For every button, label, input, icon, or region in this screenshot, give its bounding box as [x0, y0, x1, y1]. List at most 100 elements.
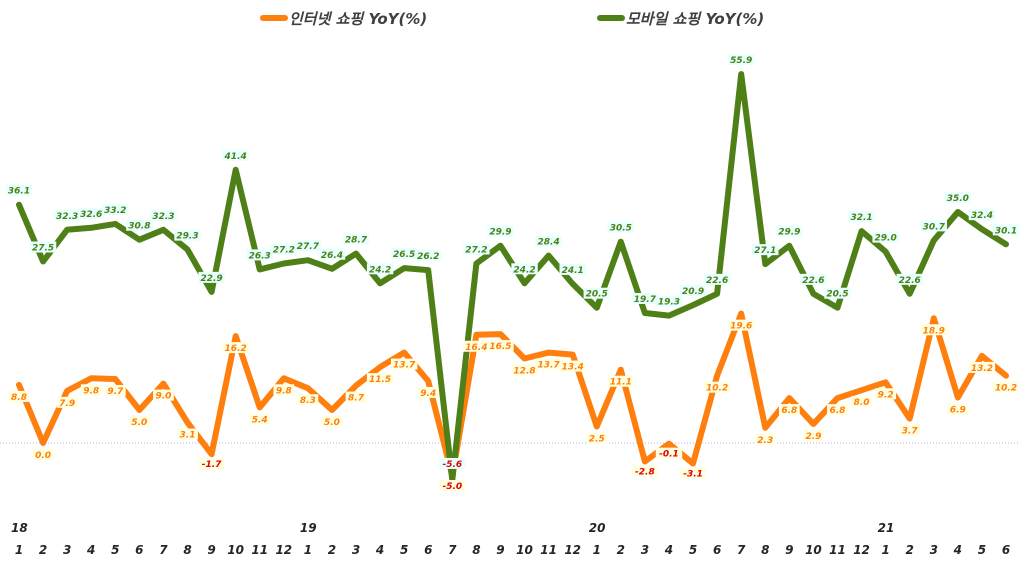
x-tick-label: 6: [1002, 543, 1010, 557]
data-label: 9.7: [107, 387, 124, 397]
data-label: 20.5: [586, 290, 608, 300]
x-year-label: 21: [878, 521, 895, 535]
x-tick-label: 12: [275, 543, 292, 557]
x-axis: 1 2 3 4 5 6 7 8 9 10 11 12 1 2 3 4 5 6 7 8 9 10 11 12 1 2 3 4 5 6 7 8 9 1…: [11, 521, 1010, 557]
data-label: 20.5: [826, 290, 848, 300]
data-label-bg: [875, 388, 897, 400]
data-label-bg: [754, 433, 776, 445]
data-label: 26.3: [249, 251, 271, 261]
data-label: 11.1: [610, 378, 632, 388]
data-label: 26.2: [417, 252, 439, 262]
data-label-bg: [559, 360, 586, 372]
data-label: 18.9: [923, 326, 945, 336]
x-tick-label: 6: [135, 543, 143, 557]
data-label-bg: [222, 342, 249, 354]
x-year-label: 20: [589, 521, 606, 535]
data-label: 9.8: [276, 386, 292, 396]
x-tick-label: 4: [86, 543, 95, 557]
data-label-bg: [415, 250, 442, 262]
x-tick-label: 1: [15, 543, 23, 557]
x-tick-label: 5: [400, 543, 408, 557]
data-label-bg: [417, 386, 439, 398]
data-label-bg: [511, 263, 538, 275]
data-label-bg: [5, 184, 33, 196]
data-label-bg: [104, 384, 126, 396]
x-tick-label: 4: [375, 543, 384, 557]
data-label: 28.7: [345, 236, 368, 246]
x-tick-label: 6: [424, 543, 432, 557]
data-label-bg: [273, 384, 295, 396]
data-label-bg: [463, 340, 490, 352]
data-label-bg: [920, 324, 947, 336]
data-label: 13.4: [562, 363, 584, 373]
data-label: 9.4: [420, 389, 436, 399]
data-label-bg: [128, 416, 150, 427]
legend-entry: 인터넷 쇼핑 YoY(%): [289, 10, 427, 28]
data-label: 22.9: [200, 274, 222, 284]
data-label: 30.7: [923, 222, 946, 232]
data-label: 29.9: [778, 228, 800, 238]
data-label-bg: [776, 225, 803, 237]
data-label-bg: [345, 391, 367, 403]
data-label: 19.6: [730, 322, 752, 332]
x-tick-label: 9: [785, 543, 793, 557]
data-label-bg: [78, 207, 105, 219]
data-label-bg: [318, 248, 346, 260]
data-label: 8.7: [348, 394, 365, 404]
data-label: 9.0: [155, 392, 171, 402]
x-year-label: 18: [11, 521, 28, 535]
data-label-bg: [607, 375, 635, 387]
legend: 인터넷 쇼핑 YoY(%) 모바일 쇼핑 YoY(%): [260, 10, 764, 28]
data-label: 32.3: [56, 212, 78, 222]
data-label-bg: [321, 416, 343, 427]
x-tick-label: 10: [805, 543, 822, 557]
data-label-bg: [366, 263, 394, 275]
series-line: [16, 71, 1009, 483]
x-tick-label: 11: [829, 543, 846, 557]
data-label: 22.6: [802, 276, 824, 286]
data-label: 2.3: [757, 436, 773, 446]
data-label: 2.5: [589, 435, 605, 445]
data-label-bg: [297, 394, 319, 406]
data-label: 8.8: [11, 393, 27, 403]
data-label: 29.9: [489, 228, 511, 238]
data-label: 16.5: [489, 342, 511, 352]
data-label: -5.6: [442, 460, 462, 470]
data-label: 6.9: [950, 405, 966, 415]
x-tick-label: 2: [906, 543, 914, 557]
data-label-bg: [968, 209, 996, 221]
x-tick-label: 3: [930, 543, 938, 557]
x-tick-label: 12: [564, 543, 581, 557]
data-label: 11.5: [369, 375, 391, 385]
data-label: 10.2: [995, 384, 1017, 394]
data-label: 5.4: [252, 415, 268, 425]
x-tick-label: 7: [737, 543, 746, 557]
data-label: 27.7: [297, 242, 320, 252]
data-label-bg: [53, 209, 81, 221]
data-label-bg: [174, 229, 201, 241]
data-label-bg: [752, 244, 779, 256]
data-label: -2.8: [635, 467, 655, 477]
data-label-bg: [848, 211, 875, 223]
data-label: 9.2: [878, 390, 894, 400]
x-tick-label: 7: [159, 543, 168, 557]
x-tick-label: 1: [593, 543, 601, 557]
data-label: 26.5: [393, 250, 415, 260]
data-label-bg: [559, 263, 586, 275]
data-label: 30.1: [995, 226, 1017, 236]
data-label: -0.1: [659, 450, 679, 460]
data-label-bg: [992, 381, 1020, 393]
data-label: 41.4: [224, 152, 247, 162]
data-label-bg: [679, 467, 707, 479]
x-tick-label: 12: [853, 543, 870, 557]
data-label-bg: [177, 428, 198, 440]
data-label: 32.3: [152, 212, 174, 222]
x-tick-label: 8: [472, 543, 480, 557]
data-label-bg: [8, 390, 30, 402]
data-label-bg: [150, 209, 177, 221]
data-label-bg: [249, 413, 271, 425]
data-label-bg: [487, 340, 514, 352]
data-label-bg: [246, 249, 273, 261]
data-label-bg: [439, 480, 466, 491]
data-label: 26.4: [321, 251, 343, 261]
